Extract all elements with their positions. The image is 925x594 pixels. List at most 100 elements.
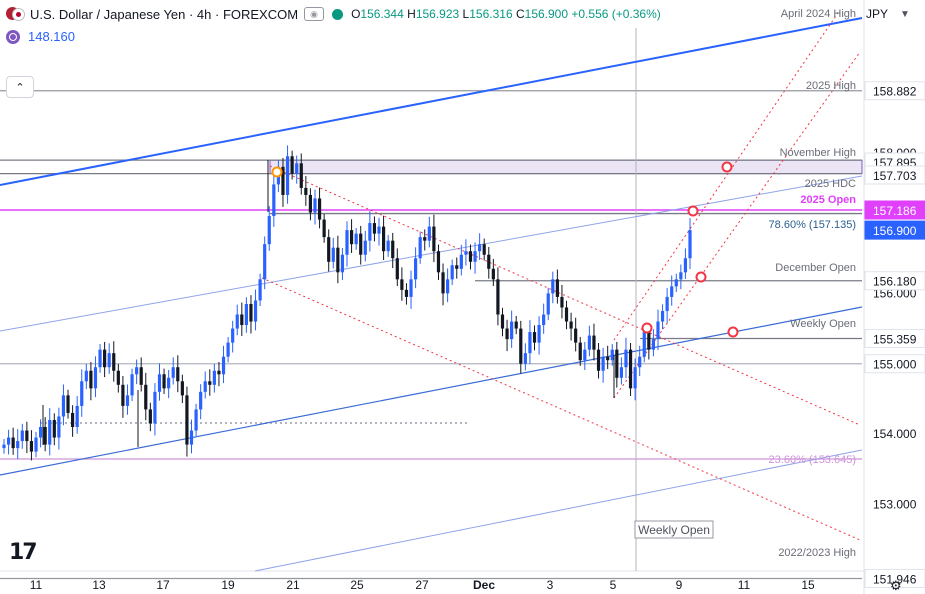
x-tick-label: 3 <box>547 578 554 592</box>
symbol-title[interactable]: U.S. Dollar / Japanese Yen · 4h · FOREXC… <box>30 6 299 22</box>
candle-body <box>304 187 308 195</box>
x-tick-label: 13 <box>92 578 106 592</box>
candle-body <box>267 216 271 245</box>
candle-body <box>459 254 463 269</box>
candle-body <box>208 381 212 385</box>
price-tag-label: 151.946 <box>873 572 917 586</box>
candle-body <box>317 198 322 220</box>
candle-body <box>359 233 363 255</box>
candle-body <box>651 339 656 350</box>
candle-body <box>313 198 317 213</box>
x-tick-label: 27 <box>415 578 429 592</box>
annotation-label: 23.60% (153.645) <box>769 454 856 466</box>
candle-body <box>610 349 614 361</box>
candle-body <box>386 240 390 252</box>
price-tag-label: 156.900 <box>873 224 917 238</box>
candle-body <box>569 321 573 329</box>
candle-body <box>418 237 422 259</box>
candle-body <box>25 430 29 442</box>
candle-body <box>528 332 532 354</box>
tradingview-logo-icon[interactable]: 17 <box>9 540 38 565</box>
candle-body <box>103 349 107 368</box>
level-marker <box>641 322 653 334</box>
eye-icon[interactable]: ◉ <box>304 7 325 21</box>
candle-body <box>510 321 514 340</box>
desc-channel-lower <box>261 277 861 541</box>
candle-body <box>52 419 56 438</box>
candle-body <box>93 367 98 389</box>
level-marker <box>727 326 739 338</box>
candle-body <box>203 381 207 392</box>
candle-body <box>80 381 84 406</box>
x-tick-label: 9 <box>676 578 683 592</box>
candle-body <box>546 293 550 315</box>
usd-jpy-flag-icon <box>6 7 25 21</box>
candle-body <box>642 332 646 357</box>
candle-body <box>89 370 93 389</box>
candle-body <box>308 194 313 213</box>
annotation-label: 2025 HDC <box>805 178 856 190</box>
candle-body <box>624 349 628 368</box>
candle-body <box>633 367 637 389</box>
candle-body <box>505 328 509 340</box>
candle-body <box>20 430 24 442</box>
candle-body <box>656 321 660 340</box>
candle-body <box>75 405 79 428</box>
candle-body <box>48 419 52 445</box>
candle-body <box>660 310 665 322</box>
candle-body <box>587 335 591 350</box>
candle-body <box>299 163 303 188</box>
candle-body <box>135 367 139 375</box>
candle-body <box>564 307 569 322</box>
gear-icon[interactable]: ⚙ <box>890 578 902 593</box>
candle-body <box>395 258 399 280</box>
candle-body <box>253 300 258 322</box>
market-status-icon <box>332 8 344 20</box>
candle-body <box>688 230 692 259</box>
candle-body <box>436 251 441 273</box>
candle-body <box>647 332 651 350</box>
candle-body <box>391 240 395 259</box>
candle-body <box>583 349 587 361</box>
candle-body <box>240 314 244 326</box>
candle-body <box>29 441 34 452</box>
candle-body <box>514 321 518 329</box>
candle-body <box>455 265 459 269</box>
upper-channel-line <box>0 17 863 186</box>
chevron-down-icon: ▼ <box>900 8 910 20</box>
level-marker <box>271 166 283 178</box>
candle-body <box>464 251 468 255</box>
candle-body <box>615 349 619 378</box>
candle-body <box>295 163 299 174</box>
candle-body <box>555 279 559 297</box>
indicator-value: 148.160 <box>28 29 75 44</box>
candle-body <box>43 427 47 445</box>
candle-body <box>478 244 482 252</box>
x-tick-label: 11 <box>738 578 751 592</box>
annotation-label: 2025 High <box>806 80 856 92</box>
candle-body <box>400 279 404 290</box>
candle-body <box>500 314 505 329</box>
candle-body <box>665 296 669 311</box>
candle-body <box>381 226 386 252</box>
x-tick-label: Dec <box>473 578 495 592</box>
annotation-label: 2025 Open <box>800 194 856 206</box>
candle-body <box>231 328 235 343</box>
x-tick-label: 17 <box>156 578 170 592</box>
currency-selector[interactable]: JPY ▼ <box>866 4 920 24</box>
annotation-label: December Open <box>775 262 856 274</box>
candle-body <box>116 370 120 385</box>
lower-channel-line <box>0 306 863 476</box>
collapse-legend-button[interactable]: ⌃ <box>6 76 34 98</box>
candle-body <box>61 395 66 417</box>
candle-body <box>226 342 230 357</box>
candle-body <box>125 395 130 406</box>
indicator-icon[interactable] <box>6 29 20 44</box>
candle-body <box>560 296 564 308</box>
change-value: +0.556 (+0.36%) <box>571 7 661 21</box>
y-tick-label: 153.000 <box>873 497 917 511</box>
candle-body <box>551 279 555 294</box>
candle-body <box>450 265 454 280</box>
candle-body <box>601 356 605 371</box>
